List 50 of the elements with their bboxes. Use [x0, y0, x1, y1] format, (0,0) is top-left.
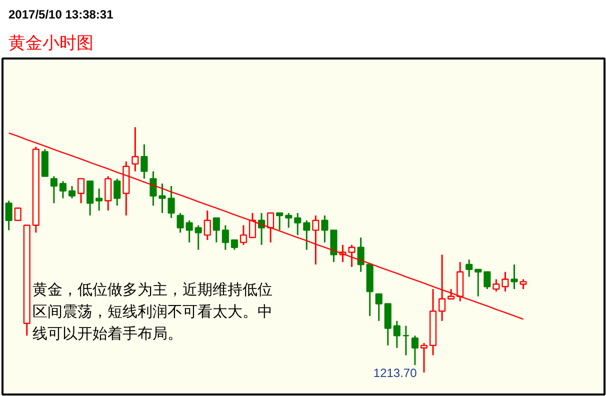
candlestick — [150, 170, 157, 206]
candlestick — [132, 126, 139, 172]
candlestick — [492, 278, 500, 292]
candlestick — [68, 185, 76, 200]
annotation: 黄金，低位做多为主，近期维持低位区间震荡，短线利润不可看太大。中线可以开始着手布局。 — [32, 282, 272, 342]
candlestick — [466, 258, 473, 278]
candlestick — [248, 212, 256, 238]
candlestick — [5, 200, 12, 231]
candlestick — [59, 180, 67, 200]
candlestick — [204, 210, 211, 241]
candlestick — [240, 224, 248, 246]
chart-subtitle: 2017/5/10 13:38:31 — [8, 8, 114, 22]
candlestick — [448, 288, 455, 300]
candlestick — [357, 236, 364, 273]
candlestick — [158, 182, 166, 214]
candlestick — [411, 334, 418, 366]
candlestick — [321, 214, 328, 244]
candlestick — [176, 212, 184, 234]
candlestick — [312, 214, 320, 266]
candlestick — [510, 264, 518, 290]
candlestick — [402, 325, 410, 356]
candlestick — [520, 278, 527, 290]
candlestick — [212, 217, 220, 244]
candlestick — [186, 220, 193, 244]
candlestick — [104, 175, 112, 212]
candlestick — [294, 212, 302, 236]
candlestick — [96, 188, 103, 212]
candlestick — [86, 180, 94, 216]
candlestick — [222, 224, 229, 251]
chart-title: 黄金小时图 — [8, 34, 94, 54]
candlestick — [276, 212, 284, 231]
candlestick — [375, 293, 382, 322]
candlestick — [114, 178, 121, 206]
candlestick — [267, 212, 274, 244]
candlestick — [168, 185, 175, 219]
annotation: 1213.70 — [373, 366, 418, 380]
candlestick — [502, 271, 509, 292]
candlestick — [393, 320, 400, 349]
candlestick — [484, 271, 491, 290]
candlestick — [420, 342, 428, 374]
candlestick — [140, 144, 148, 180]
candlestick — [285, 212, 292, 228]
candlestick — [50, 175, 58, 204]
candlestick — [77, 178, 85, 204]
candlestick — [303, 220, 310, 251]
candlestick — [230, 239, 238, 251]
candlestick — [14, 208, 22, 221]
candlestick — [348, 244, 356, 268]
candlestick — [194, 224, 202, 251]
candlestick — [474, 268, 482, 298]
